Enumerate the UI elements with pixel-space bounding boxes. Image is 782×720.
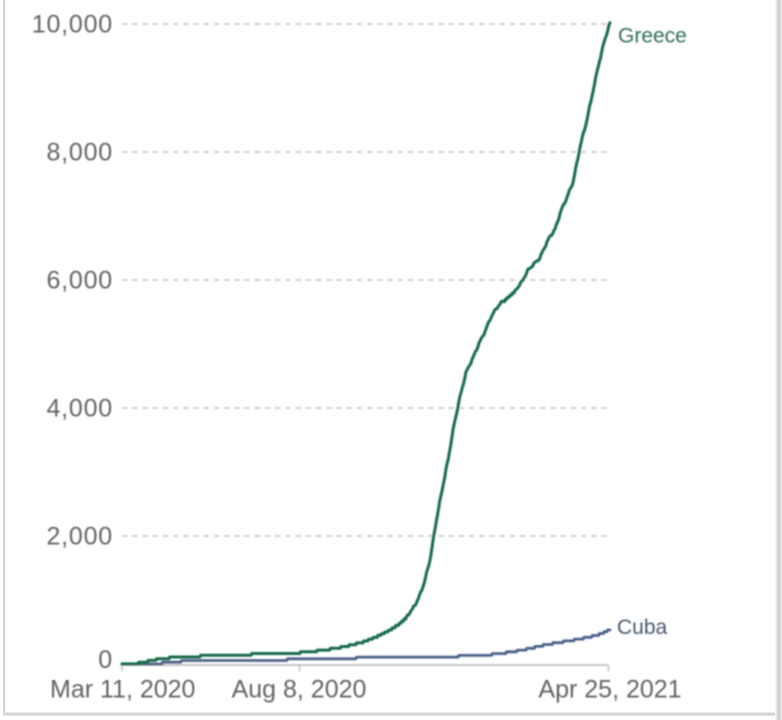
svg-text:4,000: 4,000 [46, 395, 113, 423]
svg-text:2,000: 2,000 [46, 523, 113, 551]
svg-text:8,000: 8,000 [46, 139, 113, 167]
svg-text:Greece: Greece [618, 25, 687, 48]
svg-text:Apr 25, 2021: Apr 25, 2021 [538, 676, 681, 704]
svg-text:Mar 11, 2020: Mar 11, 2020 [50, 676, 195, 704]
svg-text:6,000: 6,000 [46, 267, 113, 295]
svg-text:Aug 8, 2020: Aug 8, 2020 [232, 676, 367, 704]
svg-text:10,000: 10,000 [32, 11, 113, 39]
svg-text:0: 0 [98, 646, 113, 674]
svg-text:Cuba: Cuba [617, 616, 668, 639]
